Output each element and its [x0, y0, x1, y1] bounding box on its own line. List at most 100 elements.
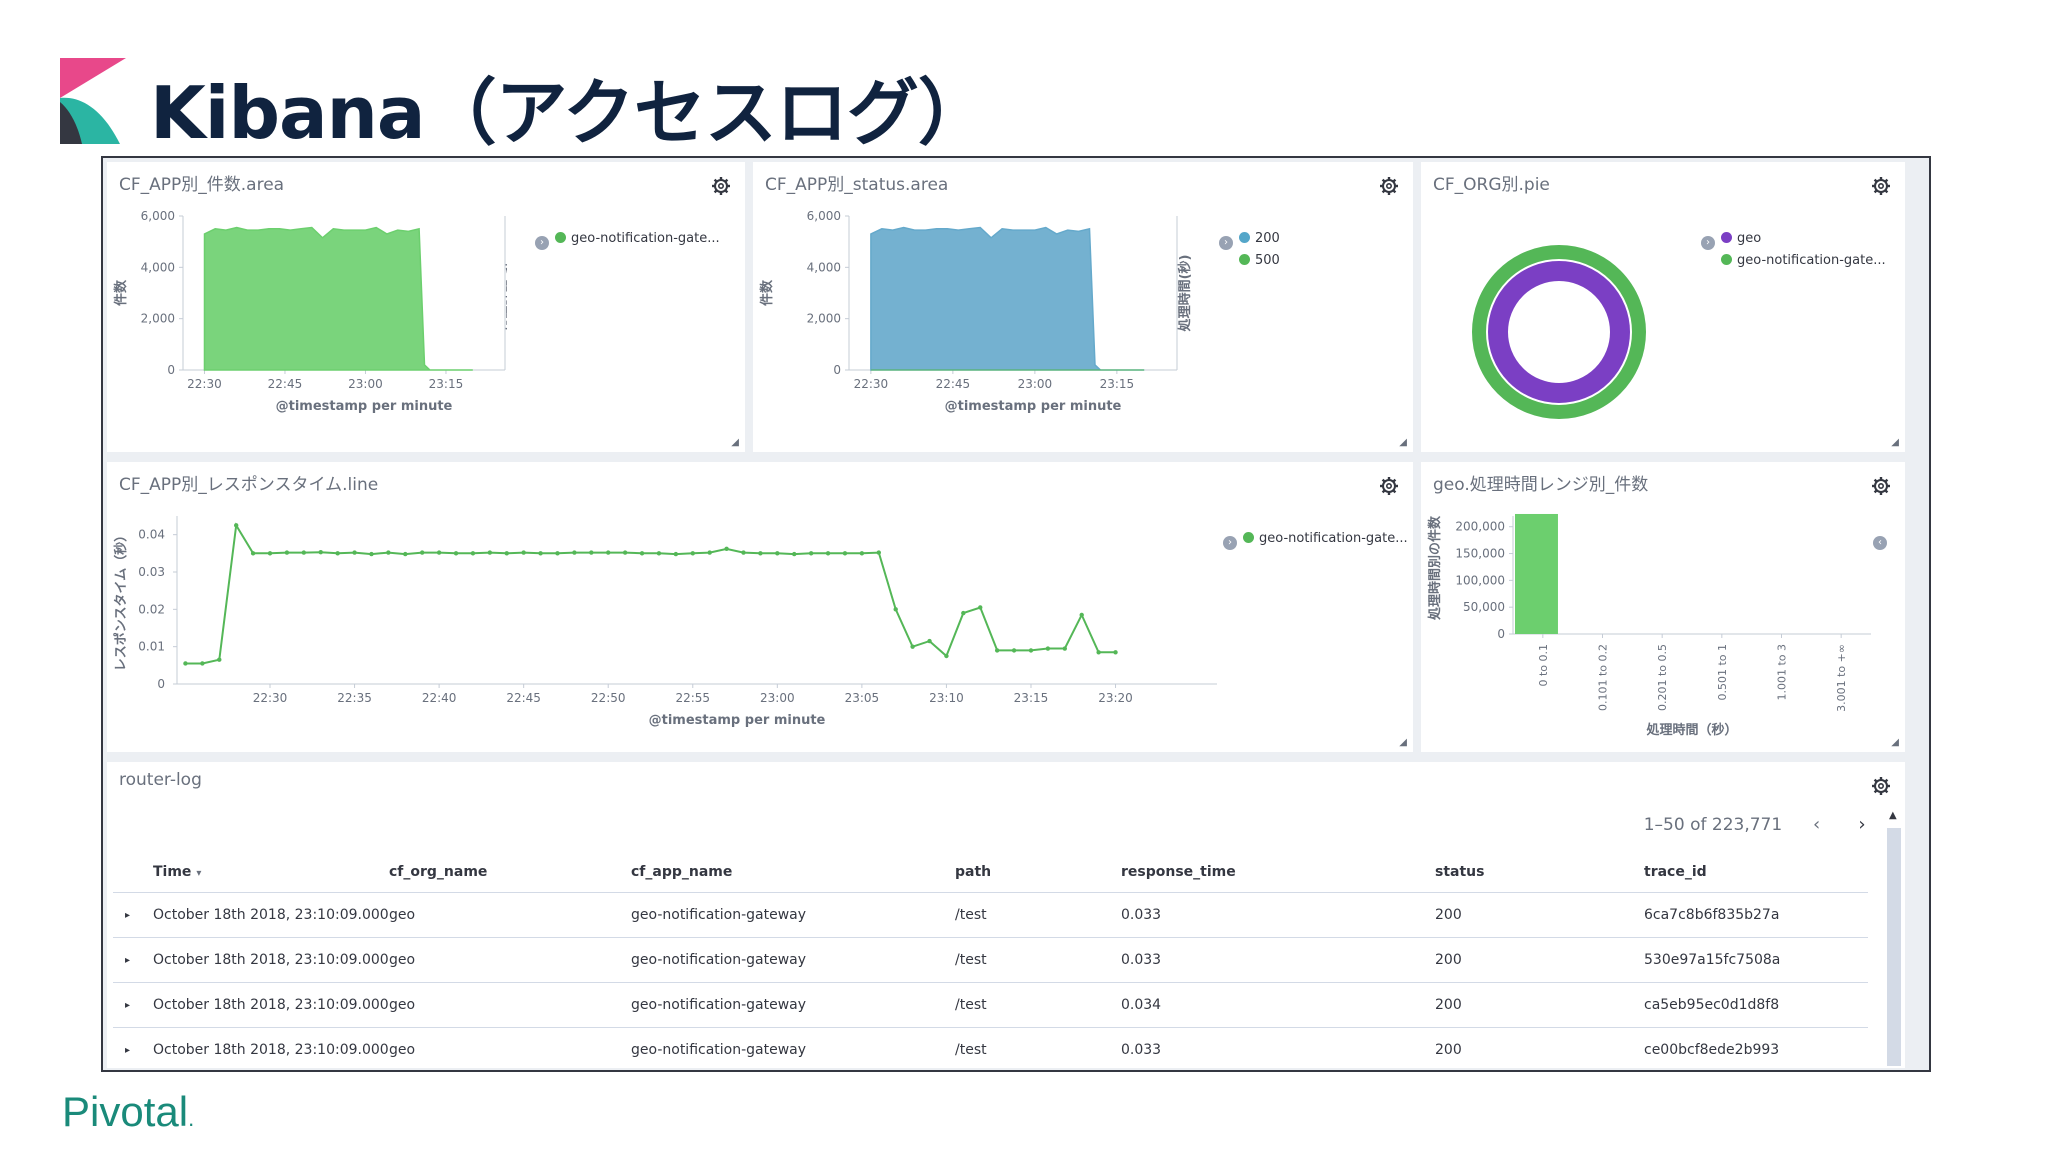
gear-icon[interactable]	[1379, 176, 1399, 196]
table-row[interactable]: ▸ October 18th 2018, 23:10:09.000 geo geo-n…	[113, 937, 1868, 983]
data-point[interactable]	[572, 550, 577, 555]
data-point[interactable]	[724, 546, 729, 552]
legend-item[interactable]: geo-notification-gate...	[555, 228, 720, 250]
resize-handle-icon[interactable]: ◢	[1891, 437, 1899, 448]
data-point[interactable]	[944, 653, 949, 659]
data-point[interactable]	[775, 551, 780, 556]
column-header-org[interactable]: cf_org_name	[389, 852, 631, 893]
data-point[interactable]	[436, 550, 442, 555]
data-point[interactable]	[1079, 612, 1084, 618]
data-point[interactable]	[1045, 646, 1051, 651]
histogram-bar[interactable]	[1515, 513, 1558, 634]
data-point[interactable]	[978, 605, 983, 610]
data-point[interactable]	[808, 551, 814, 556]
data-point[interactable]	[369, 551, 374, 557]
resize-handle-icon[interactable]: ◢	[1399, 737, 1407, 748]
resize-handle-icon[interactable]: ◢	[1399, 437, 1407, 448]
data-point[interactable]	[589, 550, 594, 555]
data-point[interactable]	[538, 551, 543, 556]
data-point[interactable]	[859, 551, 865, 556]
data-point[interactable]	[1011, 648, 1017, 653]
column-header-app[interactable]: cf_app_name	[631, 852, 955, 893]
legend-toggle-icon[interactable]: ›	[1701, 236, 1715, 250]
resize-handle-icon[interactable]: ◢	[1891, 737, 1899, 748]
data-point[interactable]	[487, 550, 493, 555]
line-series-geo-notification-gate...[interactable]	[185, 522, 1116, 665]
legend-item[interactable]: geo	[1721, 228, 1886, 250]
column-header-trace-id[interactable]: trace_id	[1644, 852, 1868, 893]
column-header-path[interactable]: path	[955, 852, 1121, 893]
table-row[interactable]: ▸ October 18th 2018, 23:10:09.000 geo geo-n…	[113, 892, 1868, 938]
data-point[interactable]	[403, 551, 408, 557]
scroll-up-icon[interactable]: ▲	[1889, 810, 1897, 821]
data-point[interactable]	[233, 523, 239, 528]
expand-row-icon[interactable]: ▸	[113, 937, 153, 983]
column-header-time[interactable]: Time ▾	[153, 852, 389, 893]
data-point[interactable]	[825, 551, 831, 556]
resize-handle-icon[interactable]: ◢	[731, 437, 739, 448]
data-point[interactable]	[352, 550, 357, 555]
legend-toggle-icon[interactable]: ›	[1219, 236, 1233, 250]
data-point[interactable]	[622, 550, 628, 555]
data-point[interactable]	[910, 644, 915, 649]
data-point[interactable]	[792, 551, 797, 557]
data-point[interactable]	[420, 550, 425, 555]
column-header-status[interactable]: status	[1435, 852, 1644, 893]
data-point[interactable]	[1096, 650, 1101, 655]
expand-row-icon[interactable]: ▸	[113, 982, 153, 1028]
data-point[interactable]	[1113, 650, 1118, 655]
data-point[interactable]	[893, 607, 898, 612]
gear-icon[interactable]	[1871, 176, 1891, 196]
data-point[interactable]	[301, 550, 307, 555]
table-scrollbar[interactable]: ▲	[1887, 810, 1901, 1066]
legend-item[interactable]: 200	[1239, 228, 1280, 250]
prev-page-button[interactable]: ‹	[1812, 814, 1821, 835]
legend-toggle-icon[interactable]: ›	[535, 236, 549, 250]
next-page-button[interactable]: ›	[1858, 814, 1866, 835]
data-point[interactable]	[284, 550, 290, 555]
area-series-200[interactable]	[870, 226, 1145, 371]
data-point[interactable]	[504, 551, 509, 556]
data-point[interactable]	[267, 551, 273, 556]
data-point[interactable]	[1028, 648, 1034, 653]
data-point[interactable]	[470, 551, 476, 556]
pie-slice-inner[interactable]	[1488, 261, 1630, 403]
data-point[interactable]	[656, 551, 662, 556]
expand-row-icon[interactable]: ▸	[113, 1027, 153, 1068]
data-point[interactable]	[217, 657, 222, 662]
area-series-geo-notification-gate...[interactable]	[203, 226, 473, 371]
legend-toggle-icon[interactable]: ›	[1223, 536, 1237, 550]
table-row[interactable]: ▸ October 18th 2018, 23:10:09.000 geo geo-n…	[113, 982, 1868, 1028]
data-point[interactable]	[453, 551, 459, 556]
table-row[interactable]: ▸ October 18th 2018, 23:10:09.000 geo geo-n…	[113, 1027, 1868, 1068]
data-point[interactable]	[1062, 646, 1068, 651]
data-point[interactable]	[690, 551, 695, 556]
gear-icon[interactable]	[1871, 776, 1891, 796]
data-point[interactable]	[606, 550, 611, 555]
data-point[interactable]	[639, 551, 645, 556]
data-point[interactable]	[758, 551, 763, 556]
legend-item[interactable]: geo-notification-gate...	[1721, 250, 1886, 272]
data-point[interactable]	[994, 648, 1000, 653]
data-point[interactable]	[335, 551, 340, 556]
pie-slice-outer[interactable]	[1472, 245, 1646, 419]
data-point[interactable]	[250, 551, 256, 556]
expand-row-icon[interactable]: ▸	[113, 892, 153, 938]
gear-icon[interactable]	[1871, 476, 1891, 496]
data-point[interactable]	[673, 551, 679, 557]
data-point[interactable]	[927, 638, 932, 644]
gear-icon[interactable]	[1379, 476, 1399, 496]
data-point[interactable]	[521, 550, 526, 555]
data-point[interactable]	[200, 661, 205, 666]
data-point[interactable]	[707, 550, 712, 555]
legend-item[interactable]: geo-notification-gate...	[1243, 528, 1408, 550]
data-point[interactable]	[183, 661, 188, 666]
data-point[interactable]	[876, 550, 881, 555]
data-point[interactable]	[386, 550, 391, 555]
sort-down-icon[interactable]: ▾	[196, 868, 202, 879]
data-point[interactable]	[741, 550, 746, 555]
column-header-response-time[interactable]: response_time	[1121, 852, 1435, 893]
legend-toggle-icon[interactable]: ‹	[1873, 536, 1887, 550]
data-point[interactable]	[842, 551, 848, 556]
legend-item[interactable]: 500	[1239, 250, 1280, 272]
